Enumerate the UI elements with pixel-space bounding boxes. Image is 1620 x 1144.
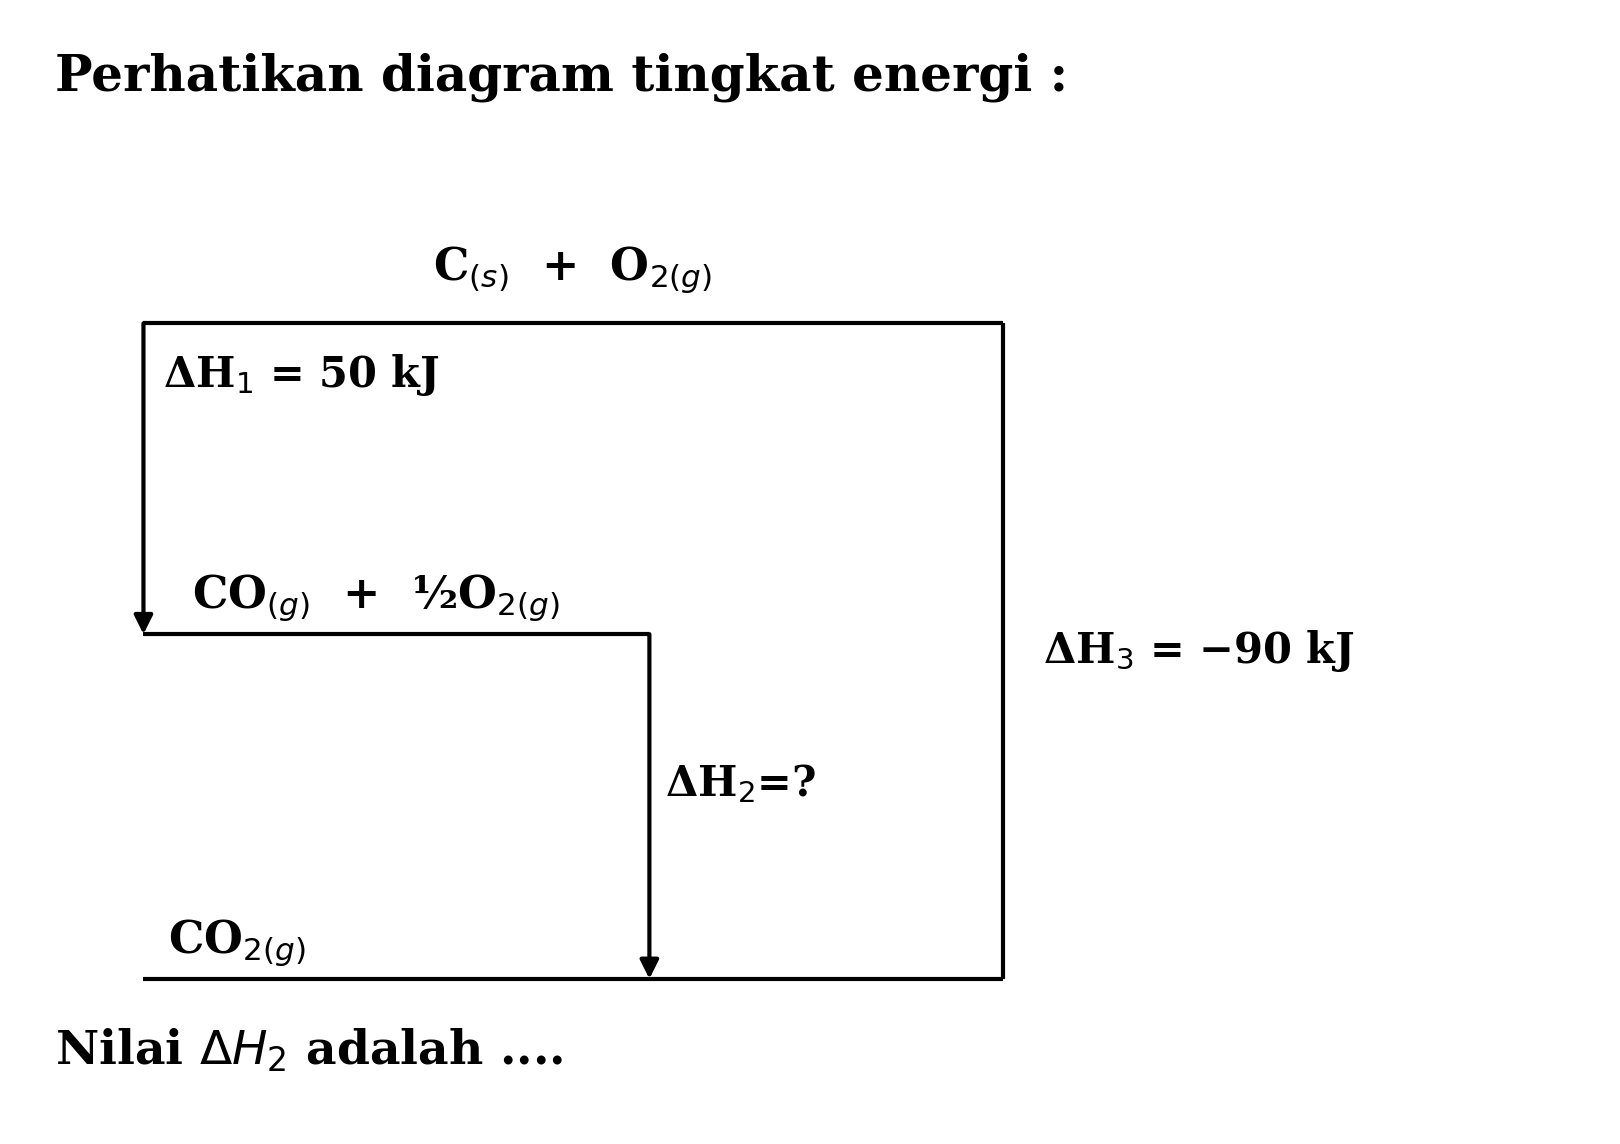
Text: CO$_{(g)}$  +  ½O$_{2(g)}$: CO$_{(g)}$ + ½O$_{2(g)}$: [191, 572, 559, 622]
Text: CO$_{2(g)}$: CO$_{2(g)}$: [167, 916, 305, 968]
Text: Perhatikan diagram tingkat energi :: Perhatikan diagram tingkat energi :: [55, 53, 1068, 102]
Text: Nilai $\Delta H_{2}$ adalah ....: Nilai $\Delta H_{2}$ adalah ....: [55, 1027, 564, 1075]
Text: C$_{(s)}$  +  O$_{2(g)}$: C$_{(s)}$ + O$_{2(g)}$: [434, 244, 713, 295]
Text: ΔH$_{2}$=?: ΔH$_{2}$=?: [666, 762, 816, 805]
Text: ΔH$_{3}$ = −90 kJ: ΔH$_{3}$ = −90 kJ: [1043, 628, 1354, 674]
Text: ΔH$_{1}$ = 50 kJ: ΔH$_{1}$ = 50 kJ: [162, 351, 439, 398]
